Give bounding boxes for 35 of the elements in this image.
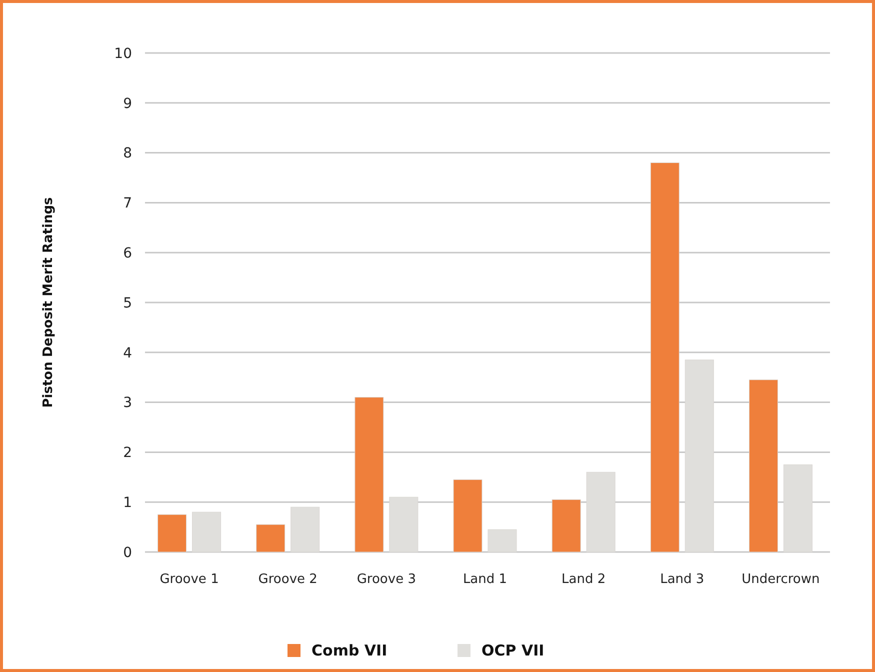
x-tick-label: Groove 1 xyxy=(160,572,219,587)
y-tick-label: 5 xyxy=(123,295,132,312)
bar xyxy=(256,524,286,552)
bar xyxy=(783,464,812,552)
bar xyxy=(586,472,616,552)
y-tick-label: 2 xyxy=(123,445,132,462)
bar xyxy=(453,479,482,552)
x-tick-label: Groove 3 xyxy=(356,572,416,587)
x-tick-label: Undercrown xyxy=(742,572,820,587)
y-tick-label: 1 xyxy=(123,495,132,511)
bar xyxy=(488,529,517,552)
bar xyxy=(354,397,384,552)
bar xyxy=(684,360,714,552)
y-axis-title: Piston Deposit Merit Ratings xyxy=(41,196,56,408)
x-tick-label: Land 3 xyxy=(660,572,704,587)
x-tick-label: Land 2 xyxy=(562,572,606,587)
bar xyxy=(192,512,222,552)
y-tick-label: 10 xyxy=(114,46,132,62)
bar xyxy=(389,496,418,552)
y-tick-label: 7 xyxy=(123,196,132,212)
y-tick-label: 6 xyxy=(123,246,132,262)
y-tick-label: 8 xyxy=(123,146,132,162)
legend-label: OCP VII xyxy=(482,641,544,660)
y-tick-label: 3 xyxy=(123,395,132,412)
y-tick-label: 9 xyxy=(123,96,132,112)
bar xyxy=(290,506,320,552)
y-tick-label: 0 xyxy=(123,544,132,561)
x-tick-label: Land 1 xyxy=(462,572,508,587)
bar xyxy=(158,514,187,552)
bar xyxy=(650,162,680,552)
legend-label: Comb VII xyxy=(312,641,388,660)
bar xyxy=(552,499,581,552)
bar xyxy=(748,380,778,552)
x-tick-label: Groove 2 xyxy=(258,572,318,587)
y-tick-label: 4 xyxy=(123,345,132,362)
